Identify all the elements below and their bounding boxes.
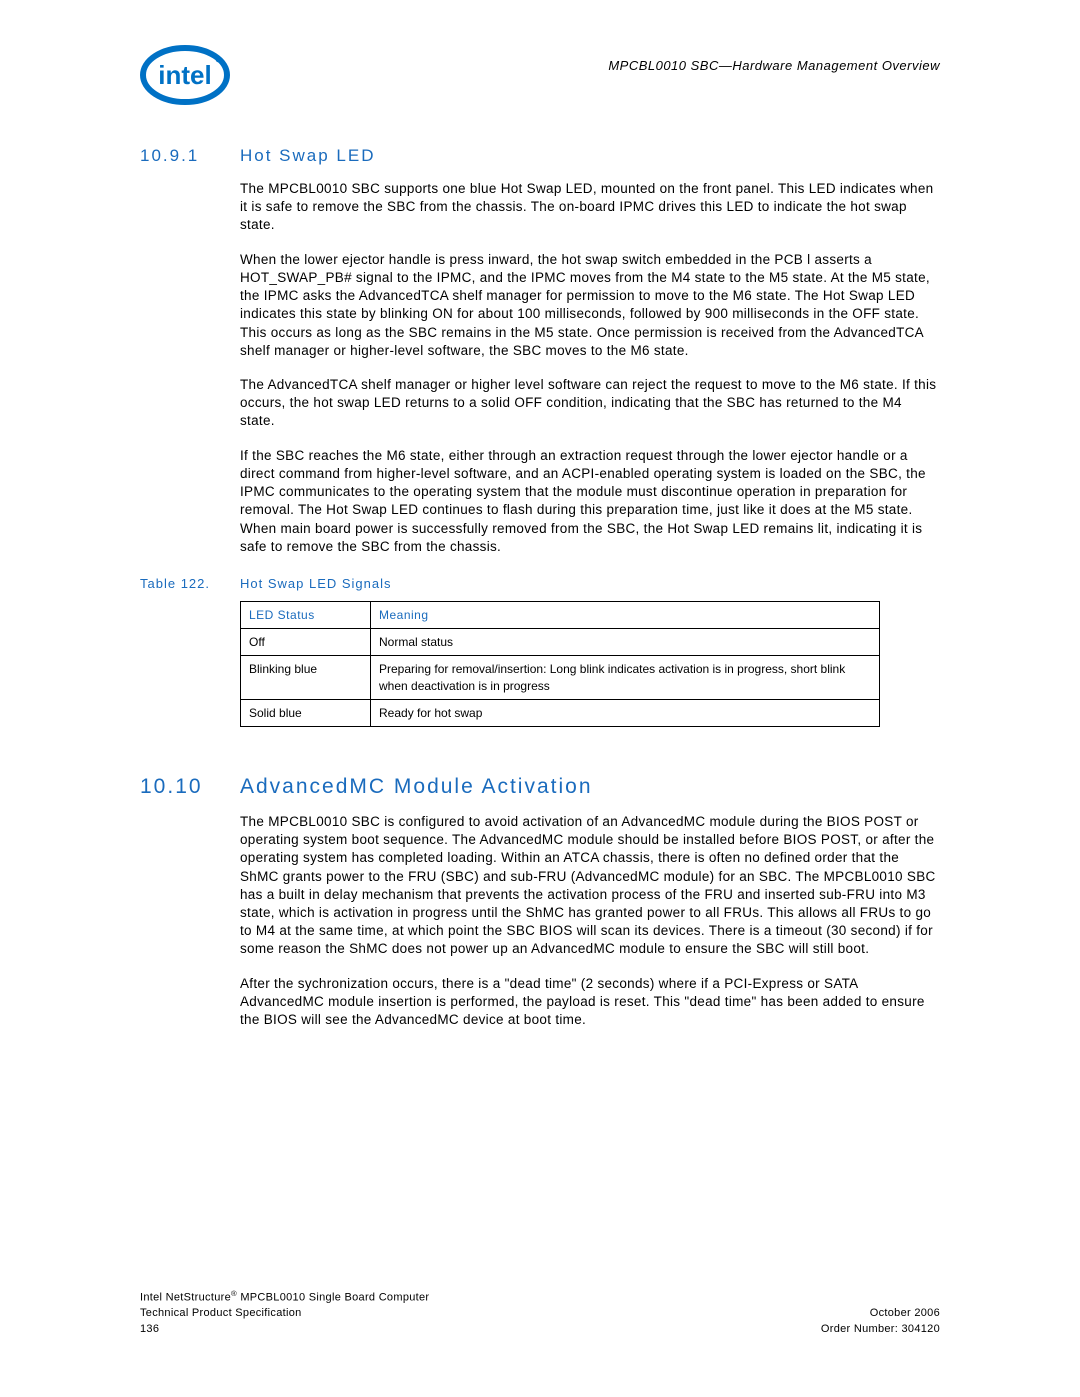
section-heading-10-10: 10.10 AdvancedMC Module Activation [140, 775, 940, 799]
section-body-10-9-1: The MPCBL0010 SBC supports one blue Hot … [240, 180, 940, 556]
table-header-row: LED Status Meaning [241, 601, 880, 628]
footer-page-number: 136 [140, 1322, 159, 1337]
table-caption-title: Hot Swap LED Signals [240, 576, 392, 591]
footer-spec-line: Technical Product Specification [140, 1306, 302, 1321]
table-cell: Preparing for removal/insertion: Long bl… [371, 656, 880, 699]
table-cell: Solid blue [241, 699, 371, 726]
section-number: 10.9.1 [140, 146, 240, 166]
table-cell: Off [241, 629, 371, 656]
paragraph: The MPCBL0010 SBC supports one blue Hot … [240, 180, 940, 235]
paragraph: After the sychronization occurs, there i… [240, 975, 940, 1030]
paragraph: When the lower ejector handle is press i… [240, 251, 940, 360]
section-body-10-10: The MPCBL0010 SBC is configured to avoid… [240, 813, 940, 1029]
table-caption-number: Table 122. [140, 576, 240, 591]
page-header: intel MPCBL0010 SBC—Hardware Management … [140, 48, 940, 106]
page-footer: Intel NetStructure® MPCBL0010 Single Boa… [140, 1289, 940, 1337]
table-row: Off Normal status [241, 629, 880, 656]
header-doc-title: MPCBL0010 SBC—Hardware Management Overvi… [230, 48, 940, 73]
table-row: Blinking blue Preparing for removal/inse… [241, 656, 880, 699]
intel-logo: intel [140, 44, 230, 106]
table-caption: Table 122. Hot Swap LED Signals [140, 576, 940, 591]
table-header-cell: LED Status [241, 601, 371, 628]
table-cell: Normal status [371, 629, 880, 656]
table-header-cell: Meaning [371, 601, 880, 628]
paragraph: The MPCBL0010 SBC is configured to avoid… [240, 813, 940, 959]
hot-swap-led-signals-table: LED Status Meaning Off Normal status Bli… [240, 601, 880, 727]
table-cell: Blinking blue [241, 656, 371, 699]
footer-order-number: Order Number: 304120 [821, 1322, 940, 1337]
svg-text:intel: intel [158, 60, 211, 90]
paragraph: If the SBC reaches the M6 state, either … [240, 447, 940, 556]
footer-date: October 2006 [870, 1306, 940, 1321]
table-cell: Ready for hot swap [371, 699, 880, 726]
section-number: 10.10 [140, 775, 240, 799]
table-row: Solid blue Ready for hot swap [241, 699, 880, 726]
section-title: AdvancedMC Module Activation [240, 775, 593, 799]
paragraph: The AdvancedTCA shelf manager or higher … [240, 376, 940, 431]
section-heading-10-9-1: 10.9.1 Hot Swap LED [140, 146, 940, 166]
footer-product-line: Intel NetStructure® MPCBL0010 Single Boa… [140, 1289, 429, 1306]
section-title: Hot Swap LED [240, 146, 376, 166]
